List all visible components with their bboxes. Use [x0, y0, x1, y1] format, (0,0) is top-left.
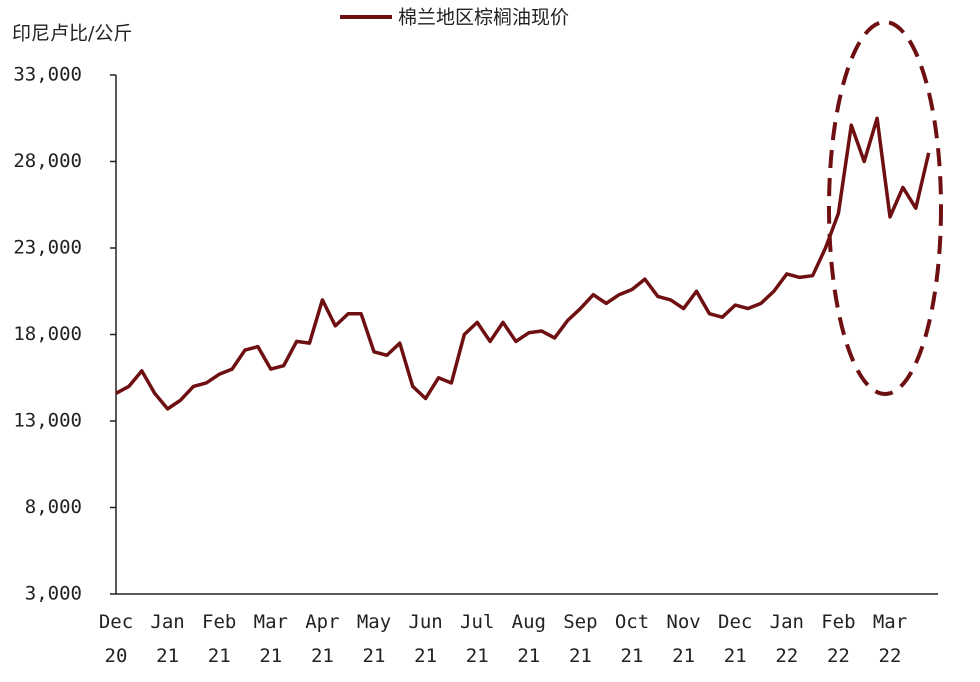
x-tick-label: Jul 21 [460, 611, 494, 667]
x-tick-label: Dec 21 [718, 611, 752, 667]
x-tick-label: Feb 21 [202, 611, 236, 667]
highlight-ellipse [827, 20, 943, 396]
x-tick-label: Feb 22 [821, 611, 855, 667]
y-tick-label: 28,000 [13, 150, 82, 172]
x-tick-label: Mar 22 [873, 611, 907, 667]
y-tick-label: 33,000 [13, 64, 82, 86]
y-tick-label: 3,000 [25, 583, 82, 605]
x-tick-label: Oct 21 [615, 611, 649, 667]
legend-label: 棉兰地区棕榈油现价 [398, 7, 569, 29]
x-tick-label: Sep 21 [563, 611, 597, 667]
y-tick-label: 8,000 [25, 496, 82, 518]
x-tick-label: Nov 21 [666, 611, 700, 667]
x-tick-label: Apr 21 [305, 611, 339, 667]
x-tick-label: Jan 21 [150, 611, 184, 667]
y-tick-label: 18,000 [13, 323, 82, 345]
x-tick-label: Mar 21 [254, 611, 288, 667]
y-tick-label: 23,000 [13, 237, 82, 259]
y-tick-label: 13,000 [13, 410, 82, 432]
x-tick-label: Aug 21 [512, 611, 546, 667]
y-axis-label: 印尼卢比/公斤 [12, 23, 132, 45]
line-series [115, 116, 931, 411]
x-tick-label: Jun 21 [408, 611, 442, 667]
x-tick-label: Dec 20 [99, 611, 133, 667]
x-tick-label: Jan 22 [770, 611, 804, 667]
x-tick-label: May 21 [357, 611, 391, 667]
